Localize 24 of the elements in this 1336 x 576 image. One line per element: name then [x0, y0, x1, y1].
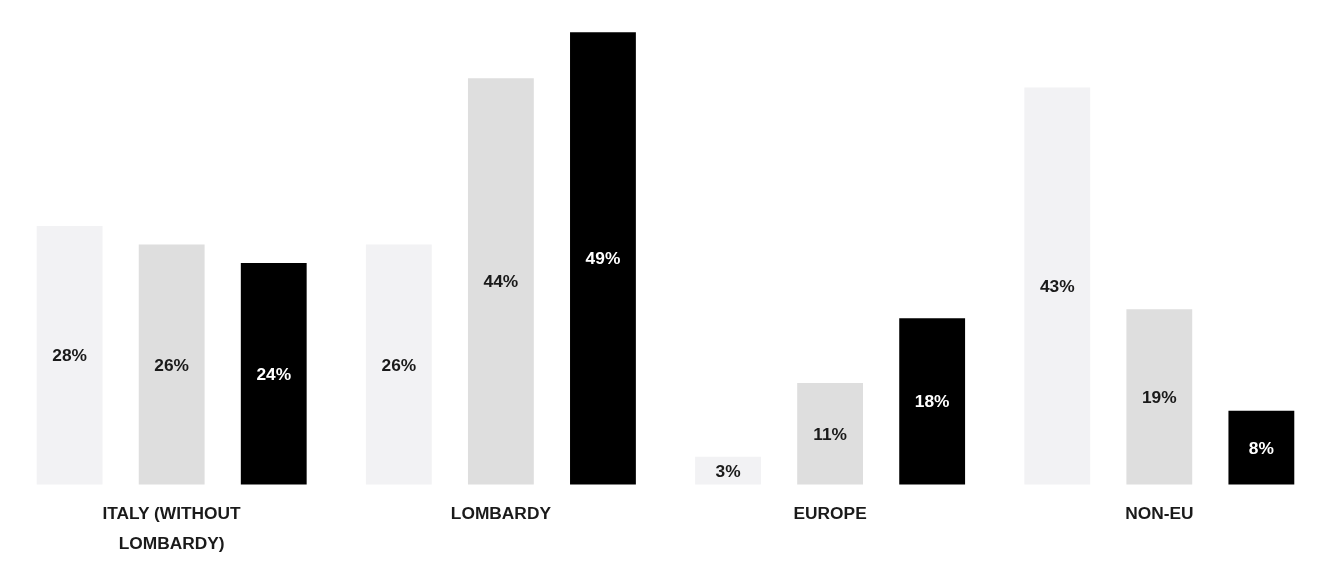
bar: [467, 78, 534, 485]
data-label: 28%: [52, 345, 87, 366]
x-tick-label: EUROPE: [793, 502, 867, 523]
data-label: 18%: [914, 391, 950, 412]
data-label: 44%: [483, 271, 519, 292]
bar: [240, 262, 307, 485]
bar: [138, 244, 205, 485]
x-tick-label: NON-EU: [1125, 502, 1194, 523]
data-label: 43%: [1039, 276, 1075, 297]
data-label: 8%: [1248, 437, 1274, 458]
data-label: 49%: [585, 248, 621, 269]
bar: [899, 318, 966, 485]
x-tick-label: ITALY (WITHOUT LOMBARDY): [102, 502, 242, 553]
data-label: 26%: [154, 354, 190, 375]
bar: [1228, 410, 1295, 485]
data-label: 26%: [381, 354, 417, 375]
data-label: 19%: [1141, 386, 1177, 407]
data-label: 3%: [715, 460, 741, 481]
bar: [570, 32, 636, 485]
data-label: 11%: [813, 423, 847, 444]
x-tick-label: LOMBARDY: [450, 502, 552, 523]
bar: [797, 382, 864, 485]
data-label: 24%: [256, 363, 292, 384]
bar: [1126, 309, 1193, 485]
